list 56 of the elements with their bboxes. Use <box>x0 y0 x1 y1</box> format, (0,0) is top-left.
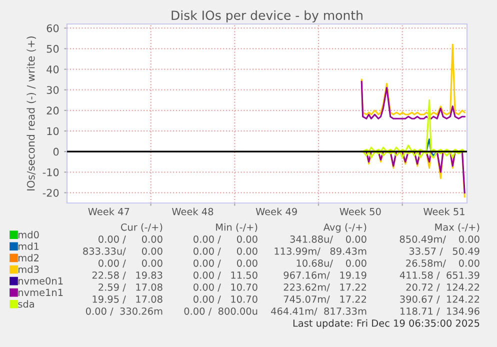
x-tick-label: Week 49 <box>256 208 297 216</box>
text: 113.99m/ 89.43m <box>274 247 366 256</box>
text: 411.58 / 651.39 <box>400 271 480 280</box>
text: 0.00 / 10.70 <box>194 283 258 292</box>
text: 0.00 / 800.00u <box>184 307 258 316</box>
text: 0.00 / 0.00 <box>98 235 162 244</box>
legend-label: md1 <box>18 242 39 250</box>
y-tick-label: 10 <box>47 127 59 136</box>
legend-label: md2 <box>18 254 39 262</box>
y-tick-label: -10 <box>42 168 59 176</box>
y-tick-label: 0 <box>53 148 59 156</box>
text: 223.62m/ 17.22 <box>284 283 366 292</box>
text: 10.68u/ 0.00 <box>296 259 366 268</box>
legend-label: nvme0n1 <box>18 277 63 285</box>
x-tick-label: Week 48 <box>172 208 214 216</box>
text: Last update: Fri Dec 19 06:35:00 2025 <box>293 319 480 329</box>
text: 0.00 / 0.00 <box>194 247 258 256</box>
text: 22.58 / 19.83 <box>92 271 162 280</box>
x-tick-label: Week 50 <box>340 208 381 216</box>
text: 20.72 / 124.22 <box>406 283 480 292</box>
text: 833.33u/ 0.00 <box>83 247 162 256</box>
text: 745.07m/ 17.22 <box>284 295 366 304</box>
y-tick-label: 30 <box>46 86 59 94</box>
text: 2.59 / 17.08 <box>98 283 162 292</box>
text: 0.00 / 330.26m <box>86 307 162 316</box>
x-tick-label: Week 47 <box>88 208 130 216</box>
text: 341.88u/ 0.00 <box>290 235 366 244</box>
y-tick-label: 50 <box>46 44 59 53</box>
y-tick-label: 40 <box>46 65 59 74</box>
text: 0.00 / 10.70 <box>194 295 258 304</box>
y-tick-label: -20 <box>42 188 59 197</box>
text: 33.57 / 50.49 <box>409 247 480 256</box>
legend-label: md0 <box>18 230 39 238</box>
text: 967.16m/ 19.19 <box>284 271 366 280</box>
text: 118.71 / 134.96 <box>400 307 480 316</box>
text: Min (-/+) <box>216 223 258 232</box>
chart-title: Disk IOs per device - by month <box>172 10 362 22</box>
text: 0.00 / 0.00 <box>194 259 258 268</box>
legend-label: sda <box>18 300 34 308</box>
legend-label: md3 <box>18 266 39 274</box>
text: 19.95 / 17.08 <box>92 295 162 304</box>
text: 0.00 / 11.50 <box>194 271 258 280</box>
text: 26.58m/ 0.00 <box>406 259 480 268</box>
text: 464.41m/ 817.33m <box>271 307 366 316</box>
text: Max (-/+) <box>435 223 480 232</box>
text: 390.67 / 124.22 <box>400 295 480 304</box>
x-tick-label: Week 51 <box>424 208 464 216</box>
y-tick-label: 20 <box>46 106 59 115</box>
text: 0.00 / 0.00 <box>194 235 258 244</box>
text: Avg (-/+) <box>323 223 366 233</box>
legend-label: nvme1n1 <box>18 288 63 296</box>
y-axis-title: IOs/second read (-) / write (+) <box>26 36 36 190</box>
text: 0.00 / 0.00 <box>98 259 162 268</box>
text: 850.49m/ 0.00 <box>400 235 480 244</box>
y-tick-label: 60 <box>46 24 59 32</box>
text: Cur (-/+) <box>120 223 162 232</box>
